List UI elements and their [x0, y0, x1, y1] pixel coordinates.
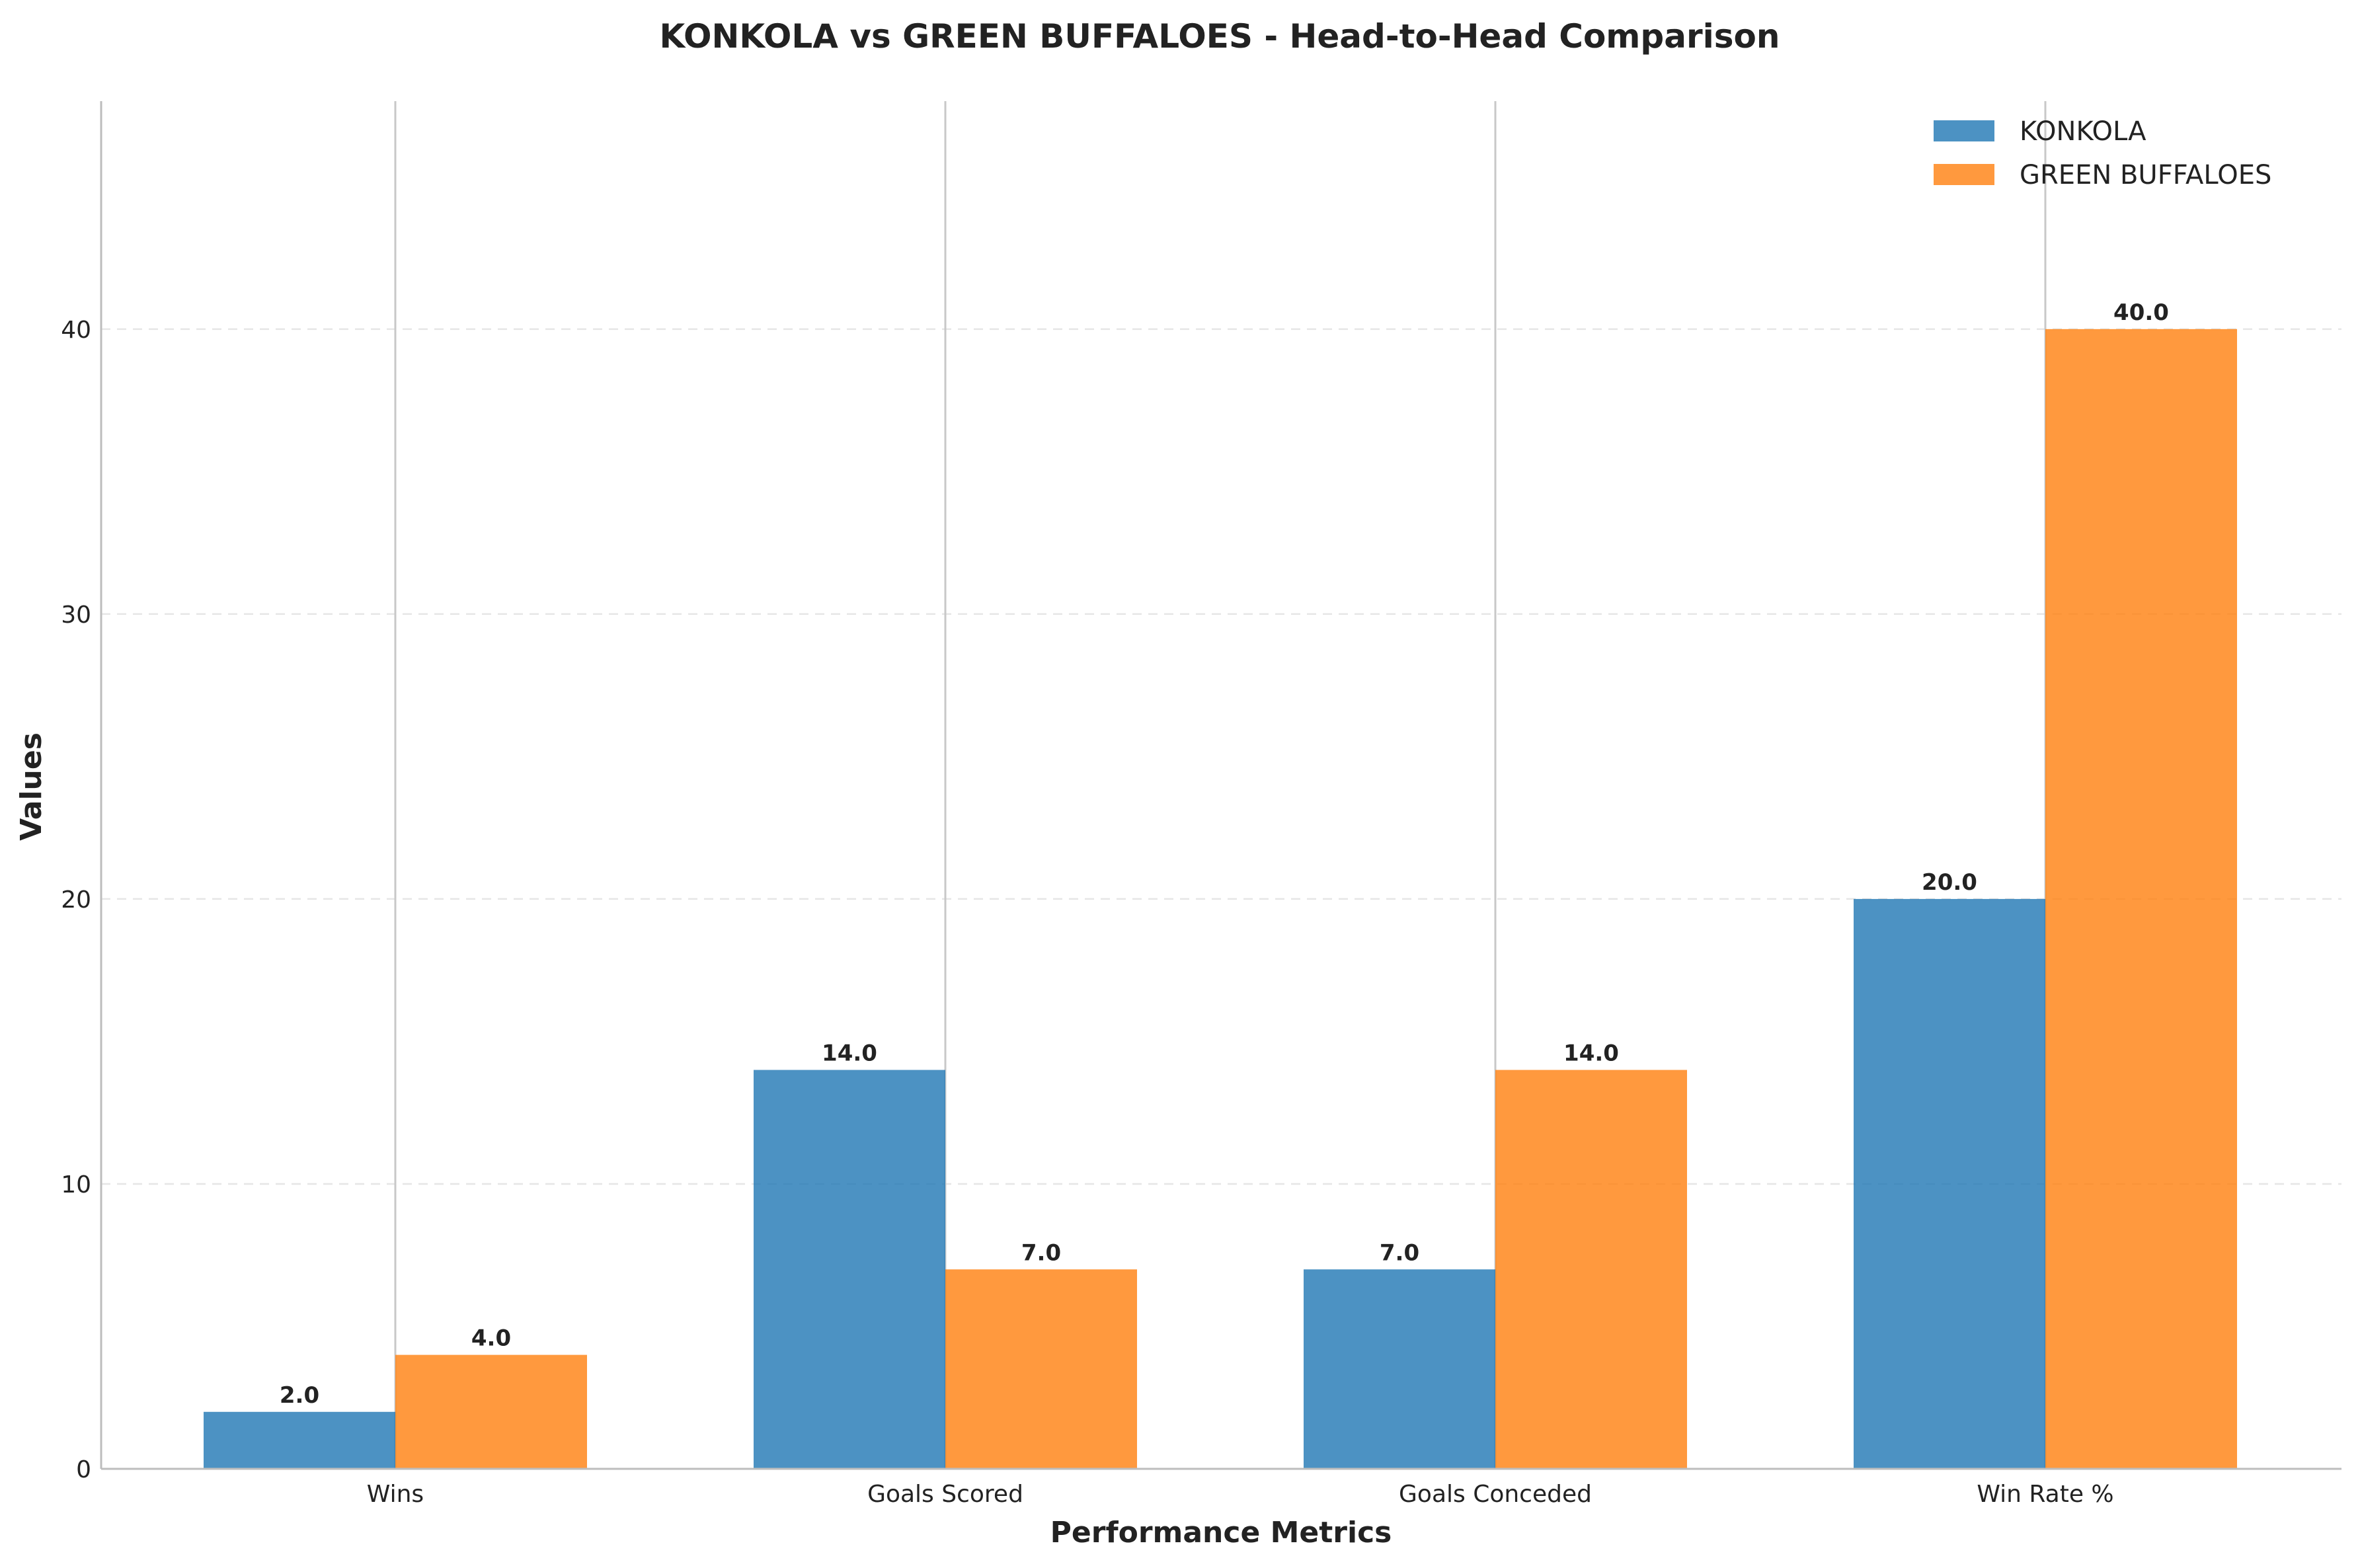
y-tick-label-4: 40 [61, 317, 91, 344]
x-tick-label-0: Wins [367, 1481, 424, 1508]
y-axis-label: Values [15, 732, 48, 841]
bars [204, 329, 2237, 1469]
x-tick-label-3: Win Rate % [1977, 1481, 2113, 1508]
bar-labels: 2.0 14.0 7.0 20.0 4.0 7.0 14.0 40.0 [280, 299, 2169, 1409]
bar-label-1-0: 4.0 [471, 1325, 511, 1352]
legend-swatch-0 [1934, 120, 1994, 141]
bar-label-0-2: 7.0 [1380, 1239, 1419, 1266]
bar-1-2 [1495, 1070, 1687, 1469]
bar-label-0-3: 20.0 [1922, 869, 1977, 896]
x-ticks: Wins Goals Scored Goals Conceded Win Rate % [367, 1481, 2114, 1508]
x-tick-label-1: Goals Scored [867, 1481, 1023, 1508]
x-axis-label: Performance Metrics [1050, 1516, 1392, 1549]
y-tick-label-3: 30 [61, 602, 91, 629]
legend: KONKOLA GREEN BUFFALOES [1934, 116, 2271, 190]
category-lines [394, 101, 2047, 1469]
y-tick-label-1: 10 [61, 1171, 91, 1198]
x-tick-label-2: Goals Conceded [1399, 1481, 1592, 1508]
bar-label-1-1: 7.0 [1021, 1239, 1061, 1266]
bar-label-1-2: 14.0 [1563, 1040, 1619, 1067]
bar-0-1 [754, 1070, 945, 1469]
bar-1-3 [2045, 329, 2237, 1469]
y-ticks: 0 10 20 30 40 [61, 317, 91, 1483]
legend-swatch-1 [1934, 164, 1994, 185]
grid [101, 328, 2341, 1185]
bar-1-1 [945, 1269, 1137, 1469]
y-tick-label-2: 20 [61, 886, 91, 914]
y-tick-label-0: 0 [76, 1456, 91, 1483]
bar-label-0-0: 2.0 [280, 1382, 319, 1409]
bar-label-1-3: 40.0 [2113, 299, 2169, 326]
chart-title: KONKOLA vs GREEN BUFFALOES - Head-to-Hea… [660, 17, 1780, 56]
bar-0-3 [1854, 898, 2045, 1469]
bar-0-0 [204, 1411, 395, 1469]
bar-1-0 [395, 1354, 587, 1469]
bar-0-2 [1304, 1269, 1495, 1469]
legend-label-1: GREEN BUFFALOES [2020, 160, 2271, 190]
bar-label-0-1: 14.0 [822, 1040, 877, 1067]
legend-label-0: KONKOLA [2020, 116, 2146, 147]
